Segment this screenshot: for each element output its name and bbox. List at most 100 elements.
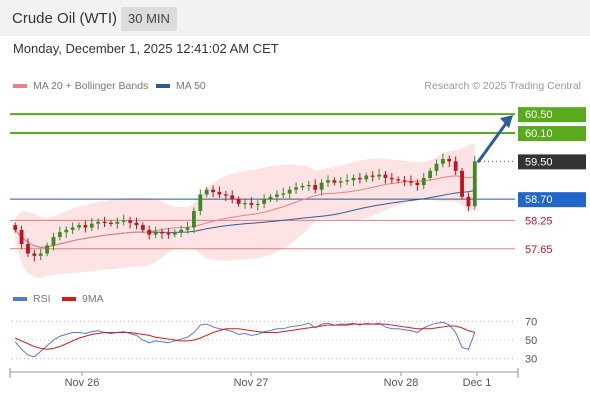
x-tick-label: Nov 27 (234, 377, 269, 389)
candle-body (447, 159, 452, 162)
candle-body (453, 161, 458, 171)
candle-body (179, 229, 184, 233)
candle-body (217, 192, 222, 195)
candle-body (134, 222, 139, 226)
candle-body (102, 221, 107, 224)
candle-body (370, 175, 375, 177)
level-label-text: 60.50 (525, 109, 553, 121)
rsi-tick-label: 50 (525, 335, 537, 347)
candle-body (243, 202, 247, 205)
candle-body (38, 253, 43, 256)
candle-body (332, 180, 337, 183)
level-label-bg (518, 126, 586, 142)
level-label-text: 58.70 (525, 194, 553, 206)
level-label-pivot: 58.70 (518, 192, 586, 208)
candle-body (172, 232, 177, 235)
candle-body (128, 220, 133, 223)
rsi-tick-label: 70 (525, 316, 537, 328)
candle-body (204, 189, 209, 195)
candle-body (223, 194, 228, 196)
candle-body (466, 196, 471, 207)
candle-body (153, 232, 158, 235)
candle-body (121, 220, 126, 222)
candle-body (236, 199, 241, 204)
candle-body (185, 227, 190, 230)
candle-body (166, 233, 171, 235)
ma20-swatch (13, 84, 27, 89)
credit-text: Research © 2025 Trading Central (424, 80, 581, 92)
timestamp: Monday, December 1, 2025 12:41:02 AM CET (13, 41, 279, 56)
candle-body (434, 163, 439, 171)
candle-body (351, 177, 356, 181)
candle-body (383, 174, 388, 178)
legend-ma20: MA 20 + Bollinger Bands (13, 80, 148, 92)
candle-body (198, 194, 203, 211)
instrument-title: Crude Oil (WTI) (12, 10, 117, 27)
candle-body (45, 245, 50, 254)
candle-body (377, 174, 381, 177)
level-label-support: 57.65 (525, 244, 553, 256)
candle-body (440, 159, 445, 164)
candle-body (64, 229, 69, 233)
candle-body (364, 175, 369, 180)
candle-body (338, 181, 343, 183)
candle-body (357, 177, 362, 180)
legend-rsi-ma-label: 9MA (82, 293, 104, 305)
rsi-swatch (13, 297, 27, 302)
candle-body (326, 180, 330, 183)
candle-body (287, 189, 292, 194)
candle-body (77, 225, 81, 228)
candle-body (255, 203, 260, 206)
candle-body (389, 177, 394, 180)
header-bar: Crude Oil (WTI) 30 MIN (0, 0, 590, 36)
level-label-resistance: 60.10 (518, 126, 586, 142)
candle-body (57, 232, 62, 237)
candle-body (428, 170, 433, 178)
candle-body (26, 244, 30, 254)
candle-body (230, 195, 235, 200)
level-label-resistance: 60.50 (518, 107, 586, 123)
candle-body (319, 182, 324, 190)
candle-body (192, 210, 196, 228)
candle-body (89, 223, 94, 228)
rsi-tick-label: 30 (525, 354, 537, 366)
candle-body (402, 180, 407, 182)
candle-body (300, 185, 305, 188)
legend-rsi-ma: 9MA (62, 293, 104, 305)
candle-body (96, 221, 101, 224)
candle-body (19, 229, 24, 245)
candle-body (281, 193, 286, 195)
level-label-support: 58.25 (525, 215, 553, 227)
candle-body (83, 225, 88, 228)
legend-ma20-label: MA 20 + Bollinger Bands (33, 80, 149, 92)
candle-body (345, 180, 350, 182)
rsi-ma-swatch (62, 297, 76, 302)
candle-body (70, 227, 75, 230)
candle-body (211, 189, 215, 193)
candle-body (294, 187, 298, 190)
level-label-bg (518, 154, 586, 170)
bollinger-band (15, 143, 475, 278)
level-label-text: 58.25 (525, 215, 553, 227)
rsi-line (14, 321, 476, 358)
forecast-arrowhead (500, 115, 513, 129)
candle-body (147, 229, 152, 235)
level-label-current: 59.50 (518, 154, 586, 170)
candle-body (160, 232, 164, 234)
candle-body (13, 225, 18, 230)
timeframe-badge[interactable]: 30 MIN (121, 7, 177, 31)
x-tick-label: Dec 1 (463, 377, 492, 389)
level-label-bg (518, 192, 586, 208)
candle-body (275, 194, 279, 197)
x-tick-label: Nov 28 (384, 377, 419, 389)
candle-body (140, 225, 145, 230)
candle-body (415, 182, 420, 185)
candle-body (268, 196, 273, 200)
candle-body (396, 179, 401, 181)
candle-body (115, 221, 120, 224)
candle-body (32, 253, 37, 256)
candle-body (421, 177, 426, 185)
candle-body (460, 170, 464, 197)
